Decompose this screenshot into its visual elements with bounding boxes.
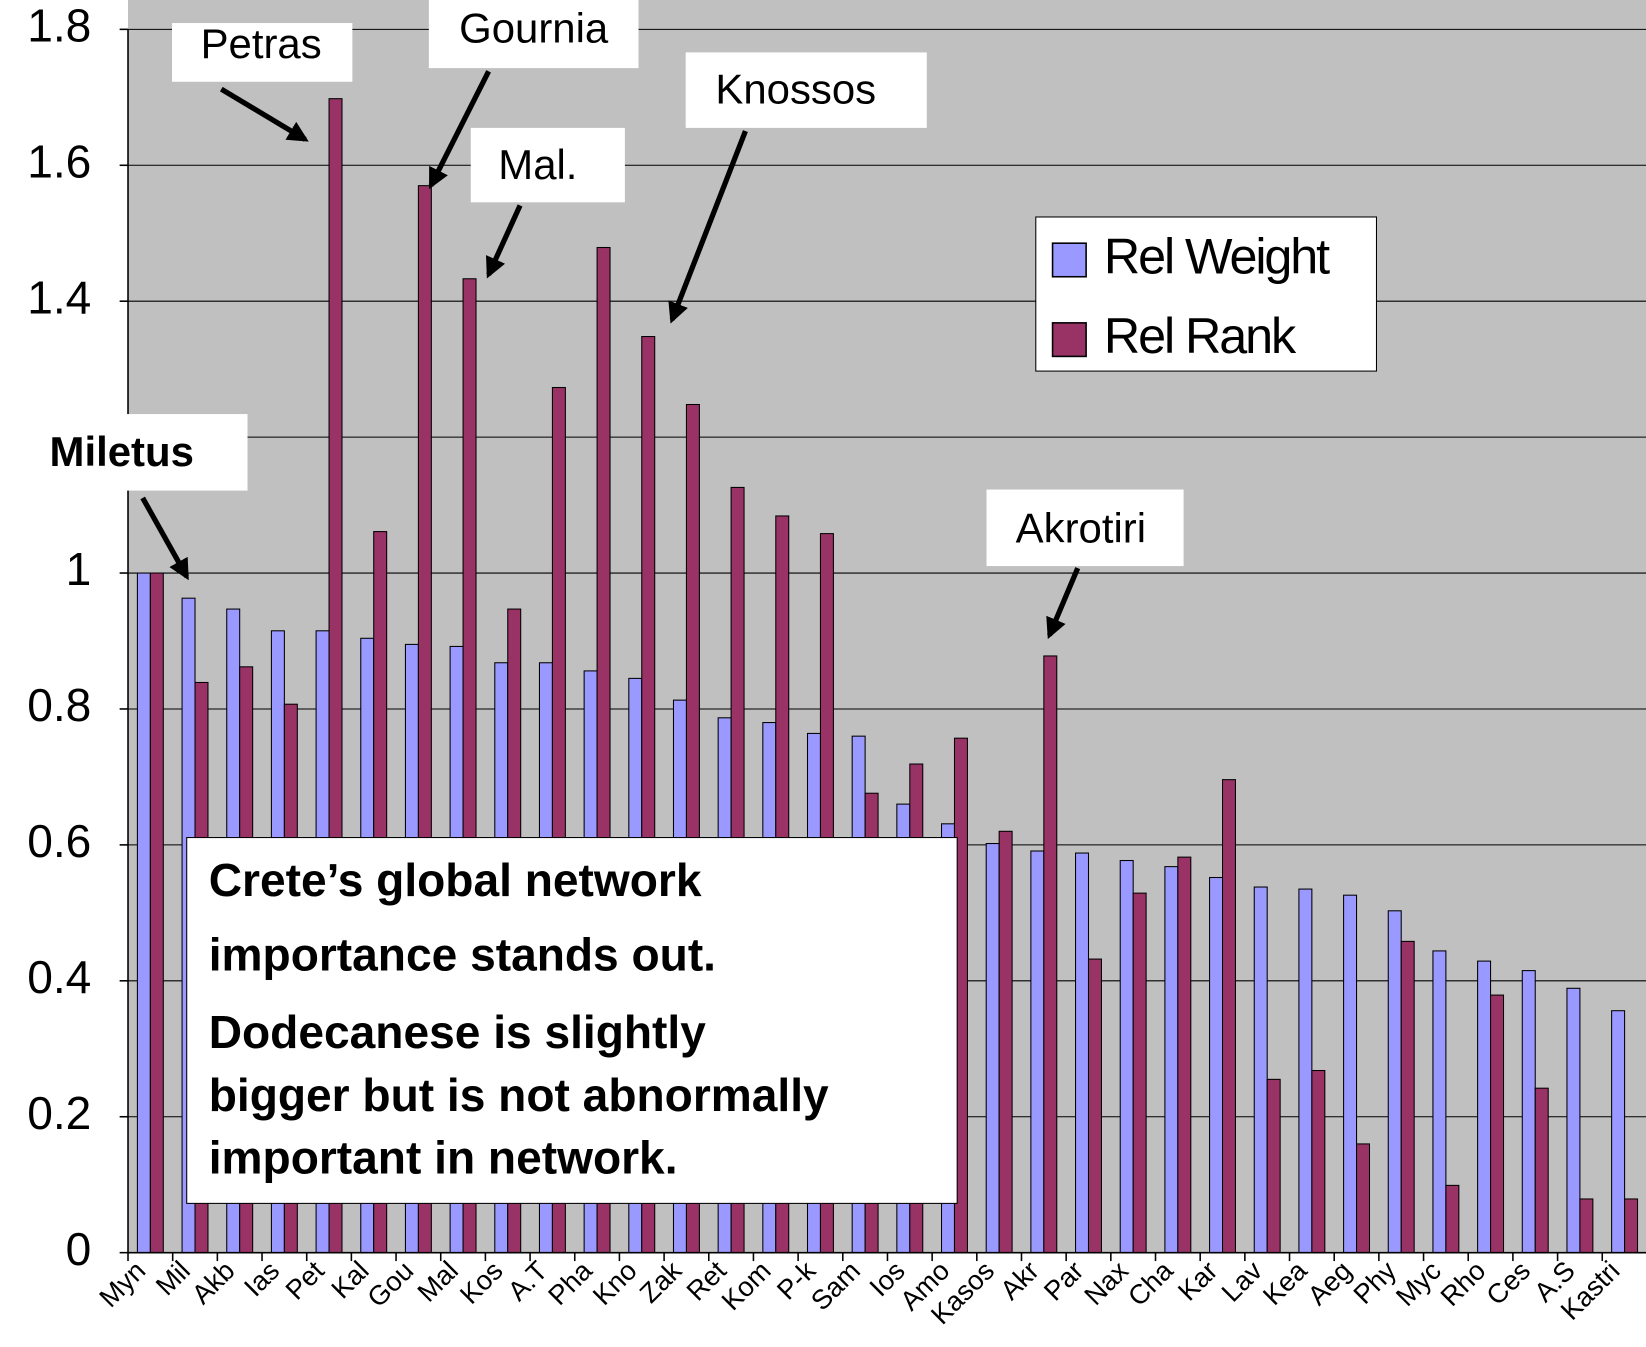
y-tick-label: 0.6 <box>27 815 91 867</box>
annotation-box <box>470 127 625 203</box>
note-text: Dodecanese is slightly <box>209 1006 706 1058</box>
bar <box>1209 876 1224 1254</box>
annotation: Mal. <box>498 141 577 188</box>
bar <box>1119 859 1134 1254</box>
y-tick-label: 1.6 <box>27 135 91 187</box>
bar <box>1432 950 1447 1254</box>
bar <box>1356 1143 1371 1254</box>
bar <box>1164 866 1179 1254</box>
y-tick-label: 1.4 <box>27 271 91 323</box>
x-tick-label: Kea <box>1257 1254 1314 1311</box>
annotation-box <box>16 414 248 491</box>
x-tick-label: Mal <box>411 1255 464 1308</box>
y-tick-label: 1.8 <box>27 0 91 52</box>
x-tick-label: Zak <box>633 1254 687 1308</box>
x-tick-label: Kom <box>715 1255 777 1317</box>
x-tick-label: Myn <box>93 1255 151 1313</box>
bar <box>1030 850 1045 1254</box>
y-tick-label: 0.8 <box>27 679 91 731</box>
bar <box>1311 1069 1326 1254</box>
x-tick-label: Gou <box>361 1255 419 1313</box>
x-tick-label: Phy <box>1347 1254 1402 1309</box>
note-text: importance stands out. <box>209 928 716 980</box>
x-tick-label: Par <box>1038 1255 1090 1307</box>
x-tick-label: Nax <box>1078 1254 1134 1310</box>
note-text: bigger but is not abnormally <box>209 1069 829 1121</box>
x-tick-label: Sam <box>805 1255 867 1317</box>
bar <box>1221 779 1237 1254</box>
x-tick-label: Myc <box>1390 1255 1447 1312</box>
bar <box>1043 655 1058 1254</box>
annotation-arrow <box>486 204 523 279</box>
x-tick-label: Akr <box>994 1255 1045 1306</box>
x-tick-label: Mil <box>149 1255 196 1302</box>
x-tick-label: Pha <box>542 1254 599 1311</box>
bar <box>1445 1184 1460 1254</box>
annotation-arrow <box>428 70 491 190</box>
annotation-arrow <box>219 86 309 142</box>
x-tick-label: Kno <box>586 1255 642 1311</box>
bar <box>1579 1198 1594 1254</box>
annotation: Gournia <box>459 5 609 52</box>
annotation-box <box>172 23 353 82</box>
x-tick-label: Pet <box>279 1254 330 1305</box>
bar <box>1400 940 1415 1254</box>
x-tick-label: A.T <box>501 1255 553 1307</box>
bar <box>1253 886 1268 1254</box>
y-tick-label: 1 <box>66 543 92 595</box>
bar <box>1087 958 1102 1254</box>
note-box <box>186 837 958 1204</box>
bar <box>985 843 1000 1254</box>
bar <box>1566 987 1581 1254</box>
bar <box>1534 1087 1549 1254</box>
bar <box>136 572 151 1254</box>
x-tick-label: Aeg <box>1301 1255 1357 1311</box>
y-tick-label: 0 <box>66 1223 92 1275</box>
bar <box>1387 910 1402 1254</box>
legend-swatch <box>1051 322 1087 358</box>
bar <box>1490 994 1505 1254</box>
bar <box>1132 892 1147 1254</box>
x-tick-label: Akb <box>186 1255 241 1310</box>
annotation: Knossos <box>715 65 876 112</box>
note-text: important in network. <box>209 1132 678 1184</box>
x-tick-label: Kar <box>1172 1255 1224 1307</box>
bar <box>1266 1078 1281 1254</box>
bar <box>1624 1198 1639 1254</box>
x-tick-label: Lav <box>1215 1254 1268 1307</box>
x-tick-label: Kos <box>454 1255 509 1310</box>
x-tick-label: Rho <box>1434 1255 1491 1312</box>
x-tick-label: Ces <box>1480 1255 1536 1311</box>
y-tick-label: 0.4 <box>27 951 91 1003</box>
note-text: Crete’s global network <box>209 854 702 906</box>
annotation: Akrotiri <box>1016 505 1146 552</box>
legend-swatch <box>1051 242 1087 278</box>
annotation: Miletus <box>50 428 194 475</box>
bar <box>149 572 164 1254</box>
legend-label: Rel Rank <box>1104 307 1297 364</box>
annotation-arrow <box>140 496 189 581</box>
bar <box>1298 888 1313 1254</box>
legend-box <box>1035 216 1377 372</box>
bar <box>998 830 1013 1254</box>
bar <box>1521 970 1536 1254</box>
bar <box>1343 894 1358 1254</box>
annotation-box <box>986 489 1184 567</box>
x-tick-label: Ias <box>238 1255 286 1303</box>
bar <box>1477 960 1492 1254</box>
bar <box>1075 852 1090 1254</box>
annotation-box <box>685 52 927 128</box>
annotation-arrow <box>668 130 748 324</box>
bar <box>1611 1010 1626 1254</box>
y-tick-label: 0.2 <box>27 1087 91 1139</box>
bar <box>1177 856 1192 1254</box>
x-tick-label: Cha <box>1122 1254 1180 1312</box>
annotation-box <box>428 0 639 69</box>
annotation-arrow <box>1046 567 1081 640</box>
annotation: Petras <box>201 20 322 67</box>
legend-label: Rel Weight <box>1104 227 1330 284</box>
